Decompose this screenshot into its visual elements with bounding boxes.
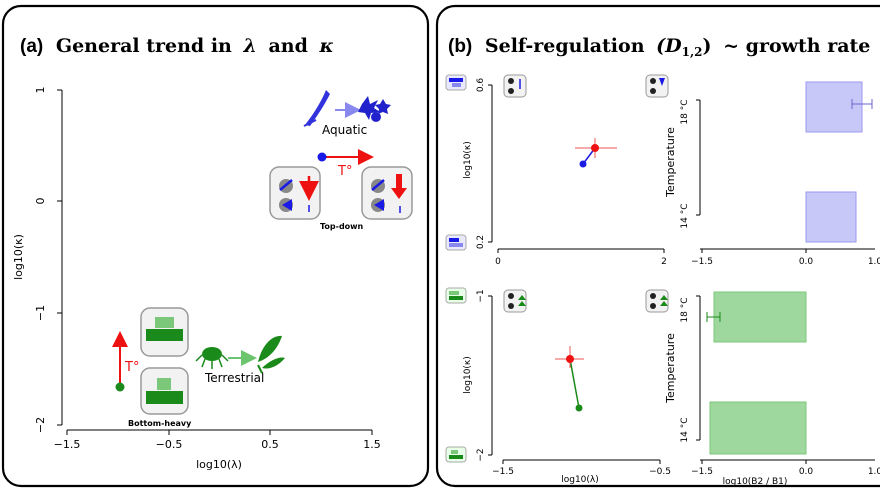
- a-ylabel: log10(κ): [12, 234, 25, 280]
- panel-b-frame: [435, 4, 880, 488]
- bbl-xlabel: log10(λ): [561, 475, 599, 485]
- a-ytick-0: 0: [34, 198, 47, 205]
- a-ytick-1: 1: [34, 87, 47, 94]
- a-xtick-2: −0.5: [156, 438, 183, 451]
- a-xtick-1: −1.5: [54, 438, 81, 451]
- btl-point-18c: [591, 144, 599, 152]
- btl-ytick-bottom: 0.2: [476, 235, 486, 249]
- panel-a-frame: [1, 4, 430, 488]
- bbr-xtick-2: 1.0: [868, 467, 880, 477]
- bbr-bar-14: [709, 401, 807, 455]
- a-xlabel: log10(λ): [196, 458, 242, 471]
- legend-icon-top-high: [445, 74, 467, 91]
- bbr-bar-18: [713, 291, 807, 343]
- bbl-ylabel: log10(κ): [463, 356, 473, 394]
- bbl-point-18c: [566, 355, 574, 363]
- a-xtick-3: 0.5: [261, 438, 279, 451]
- btl-ylabel: log10(κ): [463, 141, 473, 179]
- btr-xtick-1: 0.0: [799, 257, 814, 267]
- btr-cat-18: 18 °C: [680, 99, 690, 124]
- bbl-ytick-top: −1: [476, 289, 486, 302]
- bbl-connector: [569, 358, 580, 409]
- btl-xtick-2: 2: [661, 257, 667, 267]
- bottomheavy-box-2: [140, 367, 189, 415]
- aquatic-illustration: [303, 90, 391, 127]
- legend-icon-bottom-low: [445, 446, 467, 463]
- legend-icon-bottom-high: [445, 287, 467, 304]
- aquatic-label: Aquatic: [322, 123, 367, 137]
- a-ytick-m1: −1: [34, 305, 47, 321]
- bbr-cat-18: 18 °C: [680, 297, 690, 322]
- aquatic-point: [317, 152, 327, 162]
- terrestrial-label: Terrestrial: [204, 371, 264, 385]
- terrestrial-illustration: [195, 335, 285, 374]
- btr-xtick-0: −1.5: [691, 257, 713, 267]
- btl-point-14c: [579, 160, 587, 168]
- bbr-xtick-0: −1.5: [691, 467, 713, 477]
- aquatic-temp-label: T°: [337, 164, 352, 179]
- network-icon-br: [645, 289, 669, 313]
- network-icon-tl: [503, 74, 527, 98]
- bbr-ylabel: Temperature: [664, 333, 677, 404]
- network-icon-tr: [645, 74, 669, 98]
- bottomheavy-box-1: [140, 307, 189, 357]
- a-xtick-4: 1.5: [363, 438, 381, 451]
- btr-cat-14: 14 °C: [680, 203, 690, 228]
- topdown-box-1: [269, 166, 321, 220]
- btl-xtick-0: 0: [495, 257, 501, 267]
- bbl-xtick-0: −1.5: [492, 467, 514, 477]
- terrestrial-point: [115, 382, 125, 392]
- panel-b-title: (b) Self-regulation (D1,2) ~ growth rate: [448, 35, 870, 59]
- btr-bar-18: [805, 81, 863, 133]
- network-icon-bl: [503, 289, 527, 313]
- btr-bar-14: [805, 191, 857, 243]
- bbl-xtick-1: −0.5: [649, 467, 671, 477]
- bbr-xtick-1: 0.0: [799, 467, 814, 477]
- topdown-label: Top-down: [320, 222, 364, 231]
- bbl-ytick-bottom: −2: [476, 448, 486, 461]
- btr-ylabel: Temperature: [664, 127, 677, 198]
- topdown-box-2: [361, 166, 413, 220]
- legend-icon-top-low: [445, 234, 467, 251]
- bbr-xlabel: log10(B2 / B1): [723, 477, 788, 487]
- btl-ytick-top: 0.6: [476, 78, 486, 93]
- panel-a-title: (a) General trend in λ and κ: [20, 35, 334, 57]
- a-ytick-m2: −2: [34, 417, 47, 433]
- terrestrial-temp-label: T°: [124, 360, 139, 375]
- bottomheavy-label: Bottom-heavy: [128, 419, 192, 428]
- btr-xtick-2: 1.0: [868, 257, 880, 267]
- bbr-cat-14: 14 °C: [680, 417, 690, 442]
- bbl-point-14c: [575, 404, 583, 412]
